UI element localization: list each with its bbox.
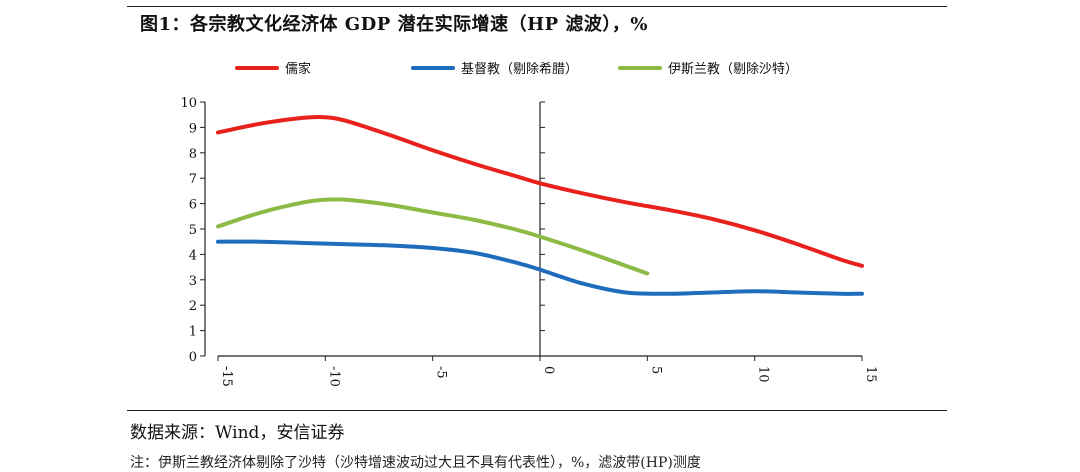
legend-swatch-confucian [235, 65, 279, 70]
y-tick-label: 5 [189, 223, 197, 238]
series-line-confucian [216, 114, 864, 268]
legend: 儒家 基督教（剔除希腊） 伊斯兰教（剔除沙特） [235, 58, 838, 77]
legend-label-islamic: 伊斯兰教（剔除沙特） [668, 62, 799, 77]
legend-item-christian: 基督教（剔除希腊） [411, 58, 578, 77]
legend-label-christian: 基督教（剔除希腊） [461, 62, 579, 77]
x-tick-label: -10 [326, 366, 341, 387]
top-rule [127, 6, 947, 7]
y-tick-label: 10 [180, 96, 197, 111]
chart-title: 图1：各宗教文化经济体 GDP 潜在实际增速（HP 滤波），% [140, 14, 648, 35]
legend-item-confucian: 儒家 [235, 58, 311, 77]
legend-swatch-islamic [618, 65, 663, 70]
y-tick-label: 7 [189, 172, 197, 187]
series-line-islamic [216, 197, 650, 276]
y-tick-label: 4 [189, 248, 197, 263]
x-tick-label: -5 [434, 366, 449, 379]
y-tick-label: 1 [189, 325, 197, 340]
y-tick-label: 8 [189, 147, 197, 162]
x-tick-label: 0 [541, 366, 556, 374]
x-tick-label: 5 [648, 366, 663, 374]
footnote: 注：伊斯兰教经济体剔除了沙特（沙特增速波动过大且不具有代表性），%，滤波带(HP… [130, 455, 701, 471]
y-tick-label: 0 [189, 350, 197, 365]
legend-label-confucian: 儒家 [285, 62, 312, 77]
line-chart: 0 1 2 3 4 5 6 7 8 9 10 -15 -10 -5 0 5 10 15 [180, 96, 878, 387]
legend-item-islamic: 伊斯兰教（剔除沙特） [618, 58, 798, 77]
data-source: 数据来源：Wind，安信证券 [130, 423, 345, 443]
y-tick-label: 6 [189, 198, 197, 213]
x-tick-label: -15 [219, 366, 234, 387]
x-tick-label: 15 [863, 366, 878, 383]
y-tick-label: 3 [189, 274, 197, 289]
y-tick-label: 9 [189, 121, 197, 136]
bottom-rule [127, 410, 947, 411]
series-line-christian [216, 239, 864, 296]
legend-swatch-christian [411, 65, 456, 70]
x-tick-label: 10 [756, 366, 771, 383]
y-tick-label: 2 [189, 299, 197, 314]
